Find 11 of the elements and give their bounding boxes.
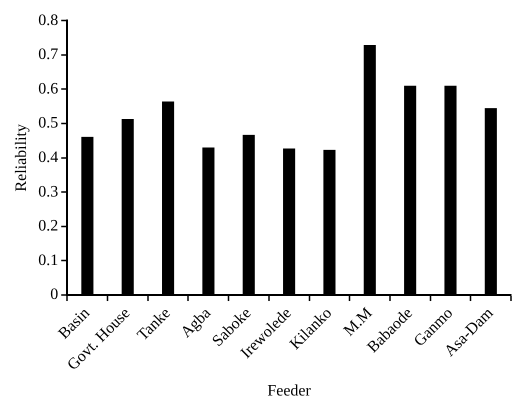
y-tick-label: 0.3 — [38, 183, 58, 200]
y-tick-label: 0.1 — [38, 252, 58, 269]
y-tick-label: 0.5 — [38, 114, 58, 132]
y-tick-label: 0.7 — [38, 46, 58, 64]
y-tick-label: 0.4 — [38, 149, 58, 166]
y-tick-label: 0 — [50, 286, 58, 304]
y-tick-label: 0.8 — [38, 12, 58, 29]
y-axis-title: Reliability — [12, 124, 30, 192]
x-axis-title: Feeder — [267, 382, 312, 400]
y-tick-label: 0.2 — [38, 218, 58, 235]
y-tick-label: 0.6 — [38, 80, 58, 98]
